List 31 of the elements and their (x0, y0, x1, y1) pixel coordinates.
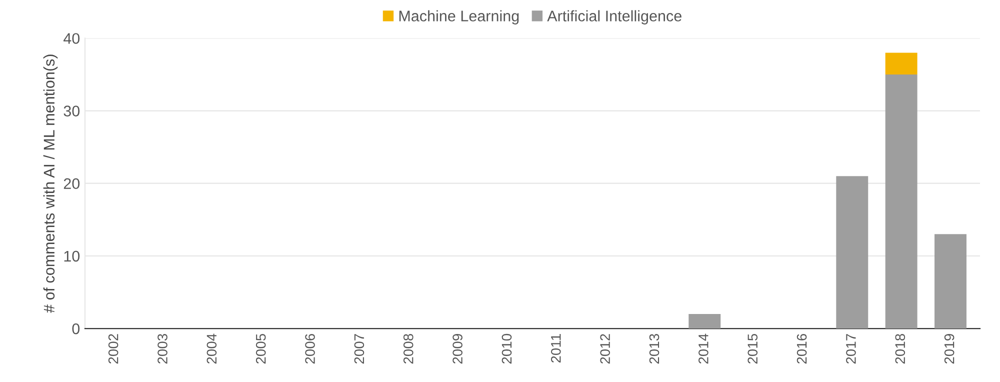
bar (885, 52, 918, 74)
y-tick-label: 10 (64, 250, 80, 262)
x-tick-label: 2009 (452, 334, 462, 364)
bar (688, 314, 721, 329)
x-tick-label: 2012 (600, 334, 610, 364)
y-axis-title: # of comments with AI / ML mention(s) (43, 54, 58, 313)
bar (934, 234, 966, 329)
x-tick-label: 2018 (895, 334, 906, 364)
legend-label: Machine Learning (399, 10, 519, 24)
x-tick-label: 2011 (550, 334, 561, 363)
x-tick-label: 2010 (502, 334, 512, 364)
x-tick-label: 2014 (698, 334, 708, 364)
x-tick-label: 2016 (796, 334, 807, 364)
bar (836, 176, 868, 329)
bar (885, 74, 918, 329)
y-tick-label: 20 (64, 178, 80, 190)
x-tick-label: 2017 (846, 334, 856, 364)
x-tick-label: 2008 (403, 334, 414, 364)
y-tick-label: 40 (64, 33, 80, 44)
x-tick-label: 2013 (649, 334, 660, 364)
x-tick-label: 2003 (158, 334, 168, 364)
legend-label: Artificial Intelligence (547, 10, 682, 24)
x-tick-label: 2006 (305, 334, 315, 364)
y-tick-label: 0 (72, 323, 80, 334)
x-tick-label: 2002 (108, 334, 118, 364)
x-tick-label: 2015 (748, 334, 758, 364)
x-tick-label: 2007 (354, 334, 364, 364)
x-tick-label: 2019 (944, 334, 954, 364)
y-tick-label: 30 (64, 106, 80, 116)
x-tick-label: 2004 (206, 334, 217, 364)
x-tick-label: 2005 (256, 334, 266, 364)
